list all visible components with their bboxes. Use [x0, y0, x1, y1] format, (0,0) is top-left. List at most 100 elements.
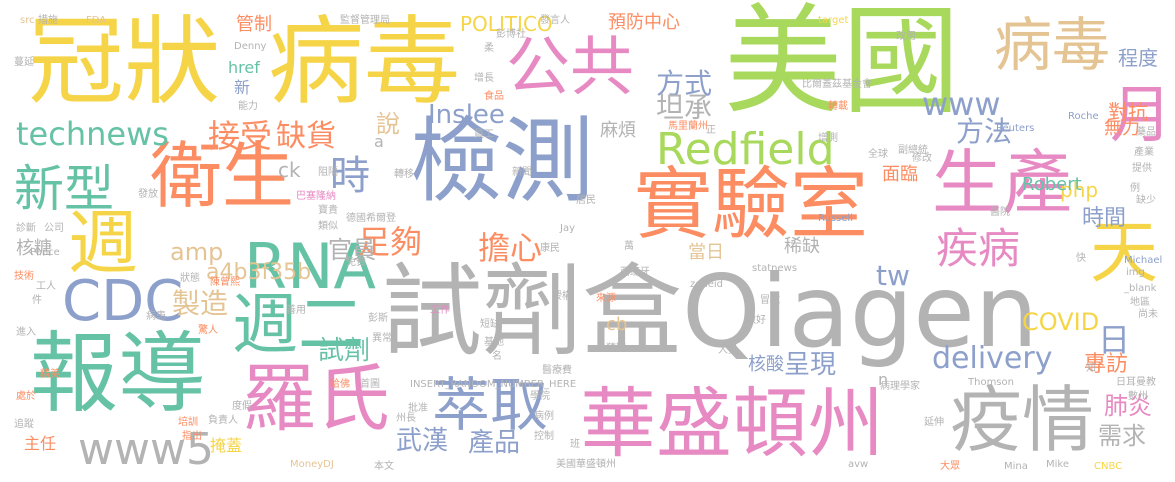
word-巴塞隆納: 巴塞隆納 — [296, 191, 336, 202]
word-www5: www5 — [78, 424, 214, 475]
word-羅氏: 羅氏 — [242, 356, 390, 442]
word-週二: 週二 — [232, 286, 364, 363]
word-轉移: 轉移 — [394, 169, 414, 180]
word-批准: 批准 — [408, 403, 428, 414]
word-寶貴: 寶貴 — [318, 205, 338, 216]
word-授權: 授權 — [552, 291, 572, 302]
word-Inslee: Inslee — [428, 100, 505, 130]
word-CDC: CDC — [62, 269, 184, 334]
word-精美: 精美 — [40, 369, 60, 380]
word-學院: 學院 — [530, 391, 550, 402]
word-人員: 人員 — [718, 345, 738, 356]
word-a4b3f35b: a4b3f35b — [206, 260, 312, 285]
word-天: 天 — [1090, 214, 1159, 293]
word-產品: 產品 — [468, 428, 521, 458]
word-西班牙: 西班牙 — [620, 267, 650, 278]
word-提供: 提供 — [1132, 163, 1152, 174]
word-醫院: 醫院 — [990, 207, 1010, 218]
word-全球: 全球 — [868, 149, 888, 160]
word-醫療費: 醫療費 — [542, 365, 572, 376]
word-需求: 需求 — [1098, 422, 1146, 450]
word-知: 知 — [1086, 363, 1096, 374]
word-Russell: Russell — [818, 213, 853, 224]
word-地區: 地區 — [1130, 297, 1150, 308]
word-核糖: 核糖 — [16, 238, 52, 259]
word-冒試: 冒試 — [760, 295, 780, 306]
word-進入: 進入 — [16, 327, 36, 338]
word-預期: 預期 — [606, 343, 626, 354]
word-缺貨: 缺貨 — [276, 119, 336, 154]
word-驚人: 驚人 — [198, 325, 218, 336]
word-月: 月 — [1110, 78, 1173, 151]
word-試劑: 試劑 — [318, 336, 371, 366]
word-工人: 工人 — [36, 281, 56, 292]
word-zoneid: zoneid — [690, 279, 723, 290]
word-n: n — [878, 370, 889, 389]
word-公共: 公共 — [506, 31, 634, 105]
word-能力: 能力 — [238, 101, 258, 112]
word-增測: 增測 — [818, 133, 838, 144]
word-陳曾熙: 陳曾熙 — [210, 277, 240, 288]
word-預防中心: 預防中心 — [608, 12, 680, 33]
word-時間: 時間 — [1082, 206, 1127, 231]
word-華盛頓州: 華盛頓州 — [580, 379, 884, 468]
word-INSERT_RANDOM_NUMBER_HERE: INSERT_RANDOM_NUMBER_HERE — [410, 379, 577, 390]
word-武漢: 武漢 — [396, 426, 449, 456]
word-病理學家: 病理學家 — [880, 381, 920, 392]
word-接受: 接受 — [208, 117, 273, 155]
word-Reuters: Reuters — [996, 123, 1035, 134]
word-名: 名 — [492, 351, 502, 362]
word-快: 快 — [1076, 253, 1086, 264]
word-彭博社: 彭博社 — [496, 29, 526, 40]
word-技術: 技術 — [14, 271, 34, 282]
word-彭斯: 彭斯 — [368, 313, 388, 324]
word-病毒-2: 病毒 — [994, 11, 1111, 79]
word-培訓: 培訓 — [178, 417, 198, 428]
word-php: php — [1060, 178, 1099, 202]
word-target: target — [818, 15, 849, 26]
word-方式: 方式 — [656, 67, 713, 100]
word-指出: 指出 — [182, 431, 202, 442]
word-檢測: 檢測 — [410, 108, 595, 215]
word-本文: 本文 — [374, 461, 394, 472]
word-冠狀: 冠狀 — [28, 6, 220, 118]
word-FDA: FDA — [86, 15, 107, 26]
word-疾病: 疾病 — [936, 224, 1021, 273]
word-時: 時 — [330, 153, 370, 199]
word-POLITICO: POLITICO — [460, 12, 553, 36]
word-COVID: COVID — [1022, 308, 1100, 336]
word-正: 正 — [706, 125, 716, 136]
word-居民: 居民 — [576, 195, 596, 206]
word-副總統: 副總統 — [898, 145, 928, 156]
word-免費: 免費 — [346, 257, 366, 268]
word-RNA: RNA — [244, 230, 376, 303]
word-延伸: 延伸 — [924, 417, 944, 428]
word-疫情: 疫情 — [950, 378, 1095, 462]
word-尚未: 尚未 — [1138, 309, 1158, 320]
word-日: 日 — [1098, 321, 1131, 359]
word-藥品: 藥品 — [1136, 127, 1156, 138]
word-麻煩: 麻煩 — [600, 120, 636, 141]
word-avw: avw — [848, 459, 869, 470]
word-馬里蘭州: 馬里蘭州 — [668, 121, 708, 132]
word-官員: 官員 — [328, 236, 376, 264]
word-病患: 病患 — [146, 311, 166, 322]
word-Pence: Pence — [30, 247, 60, 258]
word-說: 說 — [376, 110, 400, 138]
word-類似: 類似 — [318, 221, 338, 232]
word-萬: 萬 — [624, 241, 634, 252]
word-例: 例 — [1130, 183, 1140, 194]
word-img: img — [1126, 267, 1145, 278]
word-異常: 異常 — [372, 333, 392, 344]
word-阻隔: 阻隔 — [318, 167, 338, 178]
word-實驗室: 實驗室 — [634, 160, 869, 250]
word-做好: 做好 — [746, 315, 766, 326]
word-負責人: 負責人 — [208, 415, 238, 426]
word-數州: 數州 — [1128, 391, 1148, 402]
word-href: href — [228, 58, 260, 77]
word-基地: 基地 — [484, 337, 504, 348]
word-善用: 善用 — [286, 305, 306, 316]
word-製造: 製造 — [172, 287, 229, 320]
word-產業: 產業 — [1134, 147, 1154, 158]
word-amp: amp — [170, 238, 224, 266]
